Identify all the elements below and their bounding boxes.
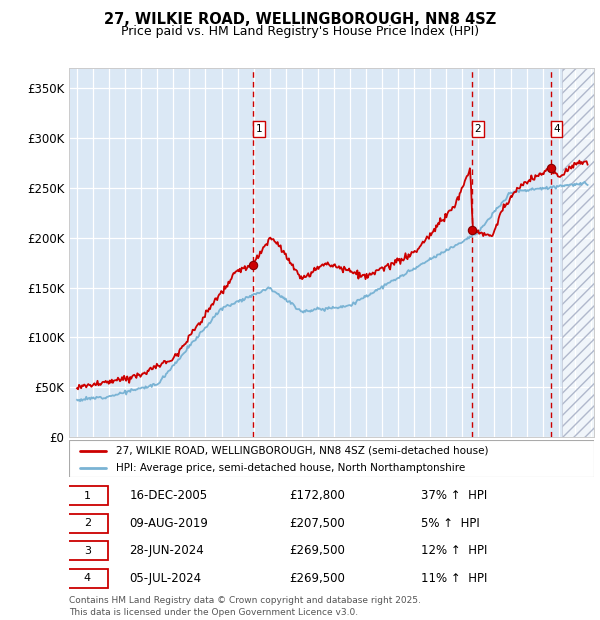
Text: 2: 2 <box>475 124 481 134</box>
Text: 11% ↑  HPI: 11% ↑ HPI <box>421 572 487 585</box>
Text: £269,500: £269,500 <box>290 544 346 557</box>
Bar <box>562 68 594 437</box>
Text: 4: 4 <box>84 574 91 583</box>
Text: 2: 2 <box>84 518 91 528</box>
Text: £269,500: £269,500 <box>290 572 346 585</box>
Text: 1: 1 <box>84 490 91 500</box>
FancyBboxPatch shape <box>67 514 109 533</box>
FancyBboxPatch shape <box>67 541 109 560</box>
Text: 37% ↑  HPI: 37% ↑ HPI <box>421 489 487 502</box>
Text: 09-AUG-2019: 09-AUG-2019 <box>130 516 208 529</box>
FancyBboxPatch shape <box>67 486 109 505</box>
Text: 28-JUN-2024: 28-JUN-2024 <box>130 544 204 557</box>
Bar <box>562 68 594 437</box>
Text: 4: 4 <box>553 124 560 134</box>
Text: 27, WILKIE ROAD, WELLINGBOROUGH, NN8 4SZ (semi-detached house): 27, WILKIE ROAD, WELLINGBOROUGH, NN8 4SZ… <box>116 446 489 456</box>
Text: 1: 1 <box>256 124 262 134</box>
Text: £172,800: £172,800 <box>290 489 346 502</box>
Text: 05-JUL-2024: 05-JUL-2024 <box>130 572 202 585</box>
Text: Contains HM Land Registry data © Crown copyright and database right 2025.: Contains HM Land Registry data © Crown c… <box>69 596 421 606</box>
Text: 16-DEC-2005: 16-DEC-2005 <box>130 489 208 502</box>
Text: 3: 3 <box>84 546 91 556</box>
Text: 12% ↑  HPI: 12% ↑ HPI <box>421 544 487 557</box>
FancyBboxPatch shape <box>67 569 109 588</box>
Text: £207,500: £207,500 <box>290 516 345 529</box>
Text: Price paid vs. HM Land Registry's House Price Index (HPI): Price paid vs. HM Land Registry's House … <box>121 25 479 38</box>
Text: HPI: Average price, semi-detached house, North Northamptonshire: HPI: Average price, semi-detached house,… <box>116 463 466 473</box>
Text: This data is licensed under the Open Government Licence v3.0.: This data is licensed under the Open Gov… <box>69 608 358 617</box>
Text: 5% ↑  HPI: 5% ↑ HPI <box>421 516 479 529</box>
Text: 27, WILKIE ROAD, WELLINGBOROUGH, NN8 4SZ: 27, WILKIE ROAD, WELLINGBOROUGH, NN8 4SZ <box>104 12 496 27</box>
